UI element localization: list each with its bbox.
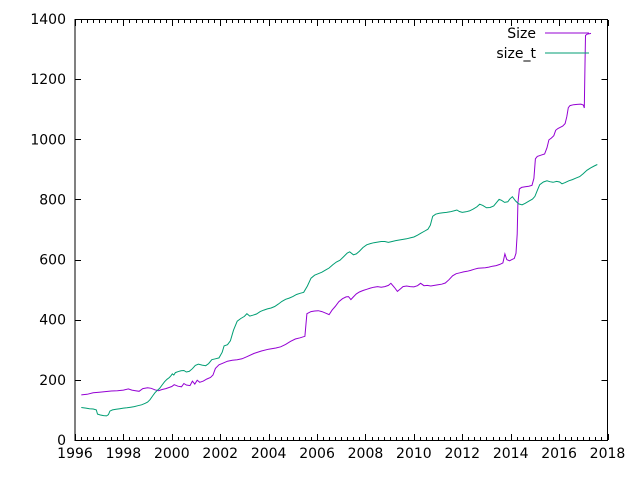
x-tick-label: 2016 (541, 446, 577, 462)
axes-group (74, 19, 609, 441)
y-tick-label: 200 (39, 373, 66, 389)
series-line-size (81, 32, 592, 396)
x-tick-label: 1996 (57, 446, 93, 462)
x-tick-label: 2014 (493, 446, 529, 462)
y-tick-label: 600 (39, 253, 66, 269)
x-tick-label: 2004 (251, 446, 287, 462)
y-tick-label: 1400 (30, 12, 66, 28)
x-tick-label: 2018 (590, 446, 626, 462)
x-tick-label: 2008 (348, 446, 384, 462)
y-tick-label: 1000 (30, 132, 66, 148)
y-tick-label: 800 (39, 192, 66, 208)
x-tick-label: 2002 (202, 446, 238, 462)
plot-border (74, 19, 608, 441)
legend-label-size_t: size_t (496, 46, 536, 62)
y-tick-label: 400 (39, 313, 66, 329)
x-tick-label: 2006 (299, 446, 335, 462)
y-tick-label: 1200 (30, 72, 66, 88)
y-tick-label: 0 (57, 433, 66, 449)
x-tick-label: 2000 (154, 446, 190, 462)
x-tick-label: 2012 (444, 446, 480, 462)
x-tick-label: 2010 (396, 446, 432, 462)
legend: Size size_t (496, 26, 589, 62)
x-tick-label: 1998 (106, 446, 142, 462)
series-line-size_t (81, 164, 598, 417)
legend-label-size: Size (507, 26, 536, 42)
